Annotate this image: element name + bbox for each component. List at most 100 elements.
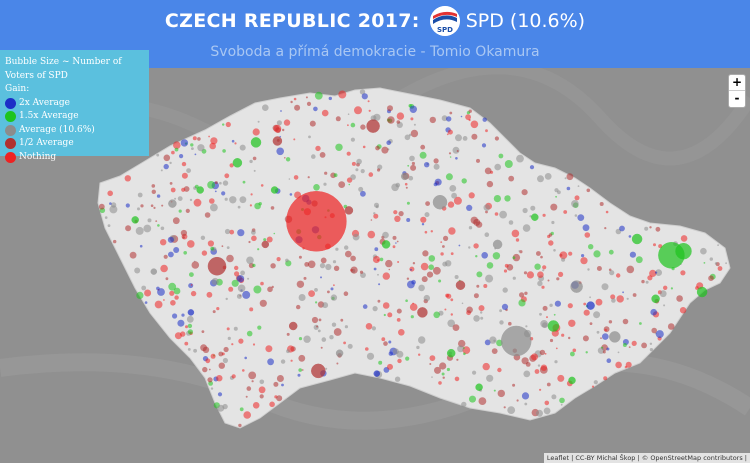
municipality-bubble[interactable] <box>409 303 418 311</box>
municipality-bubble[interactable] <box>703 262 706 264</box>
municipality-bubble[interactable] <box>344 245 349 250</box>
municipality-bubble[interactable] <box>478 397 487 405</box>
municipality-bubble[interactable] <box>373 213 379 219</box>
municipality-bubble[interactable] <box>392 245 396 249</box>
municipality-bubble[interactable] <box>571 200 579 208</box>
municipality-bubble[interactable] <box>182 236 185 239</box>
municipality-bubble[interactable] <box>303 276 307 280</box>
municipality-bubble[interactable] <box>546 316 548 319</box>
municipality-bubble[interactable] <box>253 285 262 294</box>
municipality-bubble[interactable] <box>257 325 262 330</box>
municipality-bubble[interactable] <box>163 154 171 162</box>
municipality-bubble[interactable] <box>601 346 604 349</box>
municipality-bubble[interactable] <box>243 411 251 419</box>
municipality-bubble[interactable] <box>418 284 425 292</box>
municipality-bubble[interactable] <box>679 307 687 314</box>
municipality-bubble[interactable] <box>173 287 181 295</box>
municipality-bubble[interactable] <box>359 270 364 274</box>
municipality-bubble[interactable] <box>626 297 629 300</box>
municipality-bubble[interactable] <box>328 96 332 101</box>
municipality-bubble[interactable] <box>144 301 148 304</box>
municipality-bubble[interactable] <box>611 298 616 303</box>
municipality-bubble[interactable] <box>655 269 662 276</box>
municipality-bubble[interactable] <box>410 164 417 171</box>
municipality-bubble[interactable] <box>472 370 477 375</box>
municipality-bubble[interactable] <box>461 401 467 408</box>
municipality-bubble[interactable] <box>453 196 462 205</box>
municipality-bubble[interactable] <box>582 224 590 232</box>
municipality-bubble[interactable] <box>566 173 574 181</box>
municipality-bubble[interactable] <box>129 251 137 259</box>
municipality-bubble[interactable] <box>157 288 165 296</box>
municipality-bubble[interactable] <box>368 109 371 112</box>
municipality-bubble[interactable] <box>424 162 430 168</box>
municipality-bubble[interactable] <box>577 185 580 187</box>
municipality-bubble[interactable] <box>204 212 211 218</box>
municipality-bubble[interactable] <box>574 195 580 201</box>
municipality-bubble[interactable] <box>201 330 205 333</box>
municipality-bubble[interactable] <box>240 270 246 276</box>
municipality-bubble[interactable] <box>266 236 273 243</box>
municipality-bubble[interactable] <box>276 120 282 126</box>
municipality-bubble[interactable] <box>190 290 197 297</box>
municipality-bubble[interactable] <box>458 244 461 247</box>
municipality-bubble[interactable] <box>463 347 465 349</box>
municipality-bubble[interactable] <box>395 242 397 244</box>
municipality-bubble[interactable] <box>406 201 410 205</box>
municipality-bubble[interactable] <box>250 193 253 196</box>
municipality-bubble[interactable] <box>140 204 144 208</box>
city-bubble[interactable] <box>631 233 643 245</box>
city-bubble[interactable] <box>586 301 595 310</box>
municipality-bubble[interactable] <box>269 401 275 408</box>
municipality-bubble[interactable] <box>377 299 381 303</box>
municipality-bubble[interactable] <box>187 240 195 248</box>
municipality-bubble[interactable] <box>429 355 436 361</box>
municipality-bubble[interactable] <box>458 339 466 348</box>
municipality-bubble[interactable] <box>218 351 224 357</box>
municipality-bubble[interactable] <box>447 129 453 135</box>
municipality-bubble[interactable] <box>388 340 392 344</box>
municipality-bubble[interactable] <box>639 322 642 325</box>
municipality-bubble[interactable] <box>383 341 388 346</box>
municipality-bubble[interactable] <box>544 400 550 406</box>
municipality-bubble[interactable] <box>361 93 368 100</box>
municipality-bubble[interactable] <box>397 358 402 364</box>
municipality-bubble[interactable] <box>281 383 284 387</box>
municipality-bubble[interactable] <box>258 202 262 206</box>
municipality-bubble[interactable] <box>429 116 436 124</box>
municipality-bubble[interactable] <box>667 323 675 330</box>
municipality-bubble[interactable] <box>238 423 242 428</box>
municipality-bubble[interactable] <box>416 345 420 350</box>
municipality-bubble[interactable] <box>263 238 267 242</box>
municipality-bubble[interactable] <box>476 284 480 288</box>
municipality-bubble[interactable] <box>580 257 588 265</box>
municipality-bubble[interactable] <box>422 250 429 257</box>
municipality-bubble[interactable] <box>197 137 201 141</box>
municipality-bubble[interactable] <box>409 105 417 113</box>
municipality-bubble[interactable] <box>347 343 353 349</box>
municipality-bubble[interactable] <box>466 111 470 115</box>
municipality-bubble[interactable] <box>582 335 589 342</box>
municipality-bubble[interactable] <box>318 318 322 322</box>
municipality-bubble[interactable] <box>512 383 516 387</box>
municipality-bubble[interactable] <box>373 212 376 215</box>
municipality-bubble[interactable] <box>542 305 548 311</box>
municipality-bubble[interactable] <box>210 246 215 251</box>
municipality-bubble[interactable] <box>237 229 245 237</box>
municipality-bubble[interactable] <box>465 114 471 120</box>
municipality-bubble[interactable] <box>189 198 193 202</box>
municipality-bubble[interactable] <box>280 110 282 112</box>
municipality-bubble[interactable] <box>171 150 175 155</box>
municipality-bubble[interactable] <box>547 279 550 282</box>
municipality-bubble[interactable] <box>394 215 401 222</box>
city-bubble[interactable] <box>168 199 177 208</box>
municipality-bubble[interactable] <box>309 120 316 127</box>
municipality-bubble[interactable] <box>109 205 118 214</box>
municipality-bubble[interactable] <box>387 312 393 318</box>
municipality-bubble[interactable] <box>448 152 452 155</box>
municipality-bubble[interactable] <box>583 302 587 306</box>
city-bubble[interactable] <box>232 158 243 168</box>
municipality-bubble[interactable] <box>450 252 454 256</box>
municipality-bubble[interactable] <box>438 279 442 283</box>
municipality-bubble[interactable] <box>222 180 229 186</box>
